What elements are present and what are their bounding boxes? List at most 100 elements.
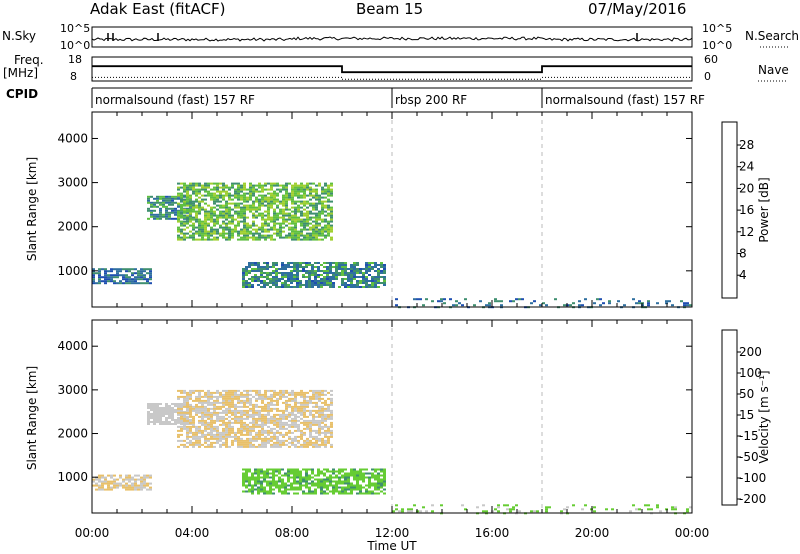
scatter-cell: [318, 238, 321, 241]
scatter-cell: [204, 238, 207, 241]
scatter-cell: [255, 224, 258, 227]
scatter-cell: [177, 226, 180, 229]
scatter-cell: [297, 188, 300, 191]
scatter-cell: [285, 218, 288, 221]
scatter-cell: [234, 403, 237, 406]
scatter-cell: [281, 278, 284, 280]
scatter-cell: [201, 232, 204, 235]
scatter-cell: [254, 262, 257, 264]
scatter-cell: [300, 234, 303, 237]
scatter-cell: [237, 439, 240, 442]
scatter-cell: [219, 443, 222, 446]
scatter-cell: [266, 490, 269, 493]
scatter-cell: [272, 272, 275, 274]
scatter-cell: [443, 302, 446, 305]
scatter-cell: [287, 264, 290, 266]
scatter-cell: [98, 476, 101, 479]
scatter-cell: [296, 474, 299, 477]
scatter-cell: [255, 399, 258, 402]
scatter-cell: [195, 190, 198, 193]
scatter-cell: [258, 184, 261, 187]
scatter-cell: [321, 204, 324, 207]
scatter-cell: [104, 270, 107, 273]
scatter-cell: [297, 210, 300, 213]
scatter-cell: [165, 195, 168, 198]
scatter-cell: [207, 222, 210, 225]
scatter-cell: [291, 409, 294, 412]
scatter-cell: [279, 441, 282, 444]
scatter-cell: [338, 274, 341, 276]
scatter-cell: [243, 425, 246, 428]
scatter-cell: [306, 421, 309, 424]
scatter-cell: [210, 431, 213, 434]
scatter-cell: [248, 476, 251, 479]
scatter-cell: [234, 413, 237, 416]
scatter-cell: [243, 218, 246, 221]
scatter-cell: [231, 234, 234, 237]
scatter-cell: [159, 403, 162, 405]
scatter-cell: [368, 480, 371, 483]
scatter-cell: [222, 441, 225, 444]
scatter-cell: [252, 184, 255, 187]
scatter-cell: [147, 201, 150, 204]
scatter-cell: [222, 415, 225, 418]
scatter-cell: [204, 188, 207, 191]
scatter-cell: [183, 425, 186, 428]
scatter-cell: [300, 188, 303, 191]
scatter-cell: [246, 433, 249, 436]
freq-label-2: [MHz]: [3, 66, 38, 80]
scatter-cell: [186, 437, 189, 440]
scatter-cell: [330, 409, 333, 412]
scatter-cell: [314, 270, 317, 272]
scatter-cell: [261, 216, 264, 219]
scatter-cell: [318, 202, 321, 205]
scatter-cell: [147, 405, 150, 407]
scatter-cell: [147, 413, 150, 415]
scatter-cell: [356, 284, 359, 286]
scatter-cell: [228, 405, 231, 408]
scatter-cell: [192, 186, 195, 189]
scatter-cell: [312, 415, 315, 418]
scatter-cell: [431, 510, 434, 513]
scatter-cell: [131, 476, 134, 479]
scatter-cell: [264, 218, 267, 221]
scatter-cell: [288, 435, 291, 438]
scatter-cell: [192, 228, 195, 231]
scatter-cell: [264, 443, 267, 446]
scatter-cell: [222, 429, 225, 432]
scatter-cell: [327, 405, 330, 408]
scatter-cell: [263, 266, 266, 268]
scatter-cell: [341, 488, 344, 491]
scatter-cell: [273, 423, 276, 426]
scatter-cell: [330, 411, 333, 414]
scatter-cell: [192, 188, 195, 191]
scatter-cell: [317, 280, 320, 282]
scatter-cell: [284, 286, 287, 288]
scatter-cell: [153, 201, 156, 204]
nave-tick-top: 60: [704, 53, 718, 66]
scatter-cell: [327, 214, 330, 217]
scatter-cell: [245, 476, 248, 479]
scatter-cell: [267, 405, 270, 408]
scatter-cell: [282, 443, 285, 446]
scatter-cell: [242, 270, 245, 272]
scatter-cell: [210, 443, 213, 446]
scatter-cell: [383, 488, 386, 491]
scatter-cell: [294, 186, 297, 189]
scatter-cell: [177, 214, 180, 217]
scatter-cell: [273, 403, 276, 406]
scatter-cell: [222, 230, 225, 233]
scatter-cell: [284, 264, 287, 266]
scatter-cell: [371, 490, 374, 493]
scatter-cell: [278, 472, 281, 475]
scatter-cell: [278, 488, 281, 491]
scatter-cell: [159, 421, 162, 423]
scatter-cell: [482, 510, 485, 513]
scatter-cell: [327, 441, 330, 444]
scatter-cell: [353, 284, 356, 286]
scatter-cell: [330, 188, 333, 191]
scatter-cell: [225, 437, 228, 440]
scatter-cell: [174, 197, 177, 200]
scatter-cell: [377, 474, 380, 477]
scatter-cell: [270, 204, 273, 207]
